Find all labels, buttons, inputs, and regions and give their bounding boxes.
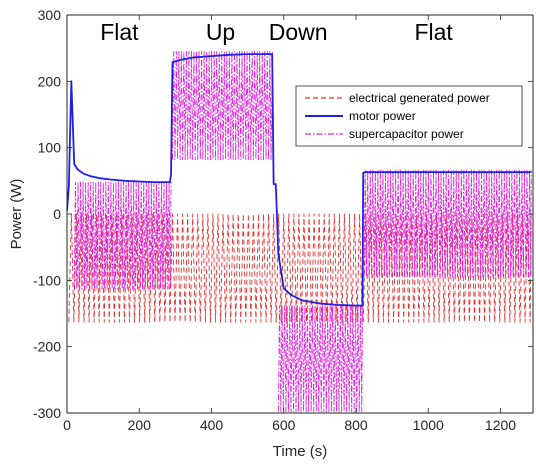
phase-annotations: Flat Up Down Flat <box>100 19 453 45</box>
x-tick-label: 600 <box>272 417 296 433</box>
legend-label-supercapacitor: supercapacitor power <box>349 127 464 141</box>
x-axis-label: Time (s) <box>273 443 327 460</box>
y-tick-label: -100 <box>33 272 61 288</box>
phase-label-flat-2: Flat <box>414 19 453 45</box>
x-tick-label: 800 <box>344 417 368 433</box>
y-tick-label: 100 <box>38 140 62 156</box>
y-tick-label: 0 <box>53 206 61 222</box>
legend-label-motor: motor power <box>349 109 416 123</box>
x-tick-label: 1000 <box>413 417 444 433</box>
series-supercapacitor-segment-2 <box>277 305 363 413</box>
series-electrical-segment-0 <box>68 213 364 323</box>
y-tick-label: 300 <box>38 7 62 23</box>
phase-label-flat-1: Flat <box>100 19 139 45</box>
y-tick-label: -300 <box>33 405 61 421</box>
series-supercapacitor-segment-0 <box>73 181 172 290</box>
x-tick-label: 0 <box>63 417 71 433</box>
x-tick-label: 1200 <box>485 417 516 433</box>
y-tick-label: 200 <box>38 73 62 89</box>
phase-label-down: Down <box>269 19 328 45</box>
plot-area <box>67 51 532 413</box>
tick-labels: 0 200 400 600 800 1000 1200 -300 -200 -100 0 100 200… <box>33 7 516 433</box>
legend: electrical generated power motor power s… <box>295 85 523 147</box>
x-tick-label: 200 <box>128 417 152 433</box>
series-motor-line <box>67 53 532 307</box>
series-supercapacitor-segment-1 <box>172 51 274 161</box>
phase-label-up: Up <box>206 19 235 45</box>
x-tick-label: 400 <box>200 417 224 433</box>
legend-label-electrical: electrical generated power <box>349 91 490 105</box>
series-supercapacitor-segment-3 <box>363 169 532 278</box>
y-axis-label: Power (W) <box>8 179 25 250</box>
axes <box>66 14 534 414</box>
y-tick-label: -200 <box>33 339 61 355</box>
